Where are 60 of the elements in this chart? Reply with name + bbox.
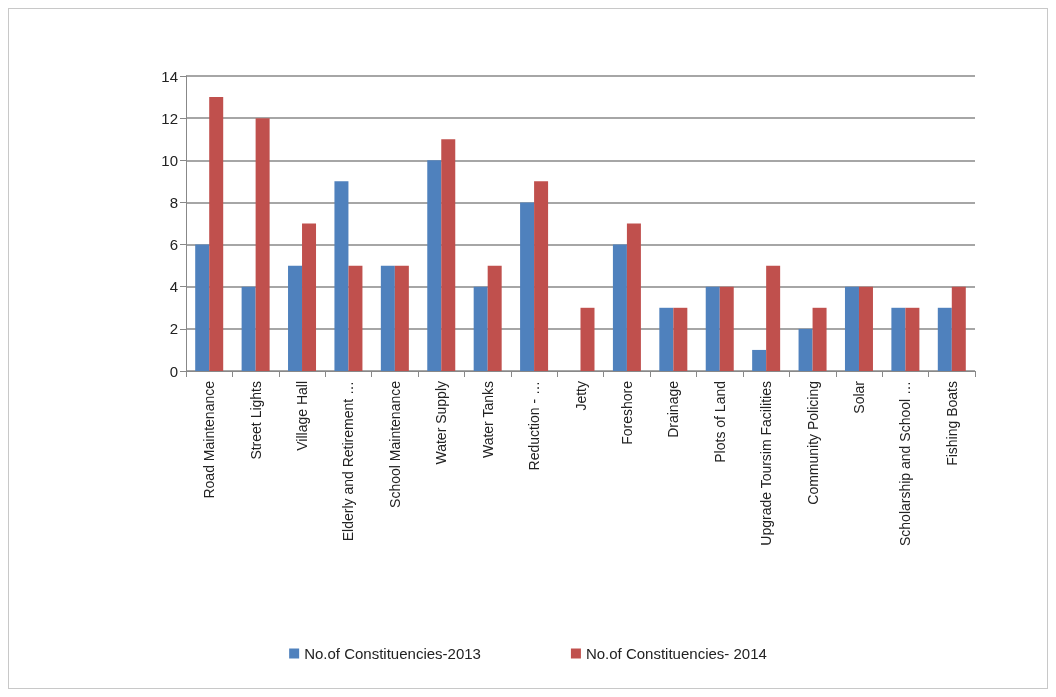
bar — [891, 307, 906, 371]
y-tick-label: 2 — [169, 320, 178, 338]
bar — [427, 160, 442, 371]
bar — [534, 181, 549, 371]
y-tick-label: 14 — [161, 67, 178, 85]
bar — [394, 265, 409, 371]
bar — [937, 307, 952, 371]
x-tick-label: Reduction - … — [526, 381, 543, 471]
bar — [520, 202, 535, 371]
bar — [441, 139, 456, 371]
x-tick-label: Community Policing — [804, 381, 821, 505]
x-tick-label: Upgrade Toursim Facilities — [758, 381, 775, 546]
bar — [334, 181, 349, 371]
bar — [487, 265, 502, 371]
x-tick-label: Jetty — [572, 381, 589, 411]
y-tick-label: 10 — [161, 151, 178, 169]
x-tick-label: Street Lights — [247, 381, 264, 460]
y-tick-label: 8 — [169, 193, 178, 211]
bar — [705, 286, 720, 371]
x-tick-label: Water Supply — [433, 381, 450, 465]
bar — [302, 223, 317, 371]
bar — [951, 286, 966, 371]
x-tick-label: Drainage — [665, 380, 682, 438]
x-tick-label: School Maintenance — [386, 380, 403, 508]
x-tick-label: Fishing Boats — [943, 381, 960, 466]
bar — [798, 328, 813, 371]
bar — [905, 307, 920, 371]
bar — [380, 265, 395, 371]
bar — [288, 265, 303, 371]
legend-label: No.of Constituencies- 2014 — [585, 645, 767, 662]
bar — [844, 286, 859, 371]
y-tick-label: 0 — [169, 362, 178, 380]
bar — [673, 307, 688, 371]
x-tick-label: Water Tanks — [479, 381, 496, 459]
bar — [752, 349, 767, 371]
y-tick-label: 6 — [169, 236, 178, 254]
x-tick-label: Plots of Land — [711, 381, 728, 463]
bar — [473, 286, 488, 371]
y-tick-label: 12 — [161, 109, 178, 127]
bar — [626, 223, 641, 371]
y-tick-label: 4 — [169, 278, 178, 296]
x-tick-label: Foreshore — [618, 380, 635, 445]
bar — [209, 97, 224, 371]
x-tick-label: Solar — [850, 380, 867, 414]
bar — [255, 118, 270, 371]
x-tick-label: Elderly and Retirement … — [340, 381, 357, 542]
bar — [766, 265, 781, 371]
bar — [612, 244, 627, 371]
bar — [858, 286, 873, 371]
legend-label: No.of Constituencies-2013 — [304, 645, 481, 662]
x-tick-label: Road Maintenance — [201, 380, 218, 499]
bar — [241, 286, 256, 371]
bar — [195, 244, 210, 371]
bar — [659, 307, 674, 371]
bar — [812, 307, 827, 371]
bar — [719, 286, 734, 371]
x-tick-label: Village Hall — [294, 381, 311, 451]
bar — [580, 307, 595, 371]
x-tick-label: Scholarship and School … — [897, 381, 914, 546]
bar — [348, 265, 363, 371]
